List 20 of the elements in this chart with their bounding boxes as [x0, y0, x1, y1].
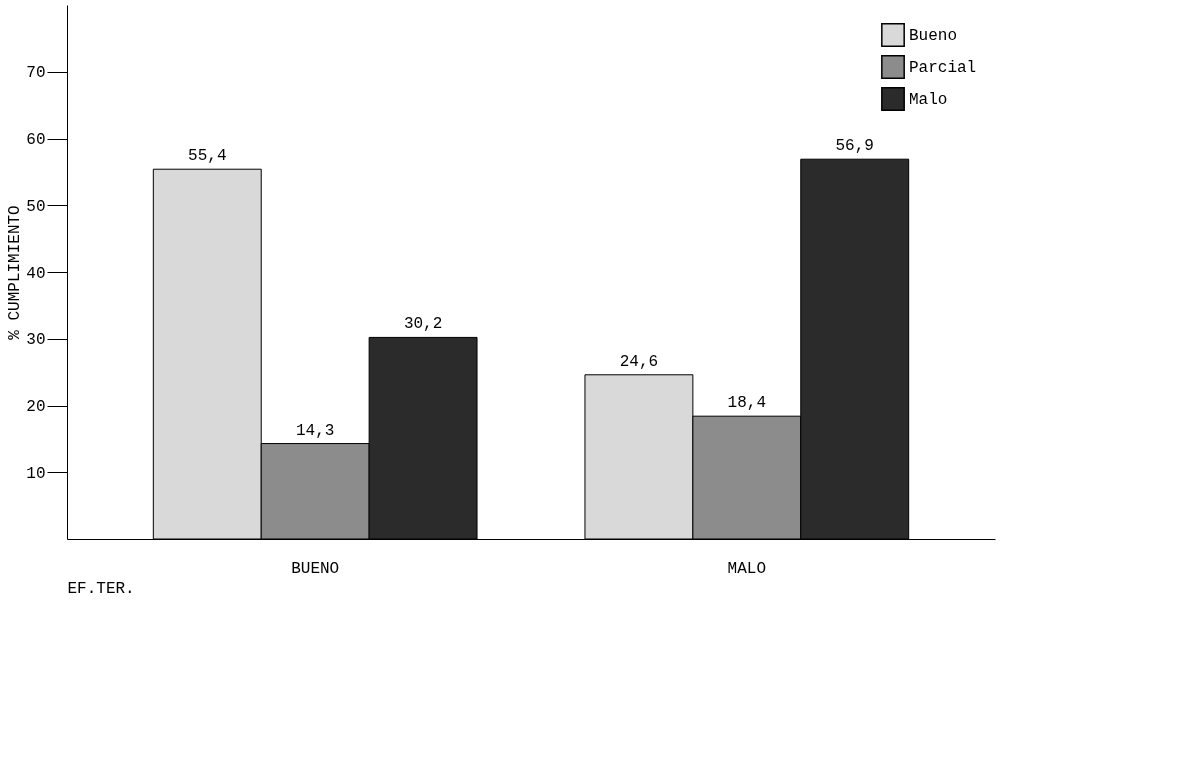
- y-tick-label: 50: [26, 197, 46, 216]
- y-tick-label: 70: [26, 64, 46, 83]
- data-label: 56,9: [835, 137, 874, 156]
- x-axis-title: EF.TER.: [67, 579, 135, 598]
- y-tick-label: 40: [26, 264, 46, 283]
- x-tick-label: BUENO: [291, 559, 340, 578]
- y-tick-label: 10: [26, 464, 46, 483]
- y-tick-label: 30: [26, 331, 46, 350]
- y-axis-title: % CUMPLIMIENTO: [6, 205, 25, 340]
- data-label: 55,4: [188, 147, 227, 166]
- legend-label: Parcial: [909, 59, 977, 77]
- data-label: 14,3: [295, 421, 335, 440]
- y-tick-label: 60: [26, 131, 46, 149]
- y-tick-label: 20: [26, 398, 46, 416]
- x-tick-label: MALO: [727, 559, 767, 578]
- data-label: 30,2: [403, 315, 443, 334]
- data-label: 24,6: [619, 352, 659, 371]
- data-label: 18,4: [727, 394, 767, 413]
- legend-label: Bueno: [909, 27, 958, 45]
- legend-label: Malo: [909, 91, 948, 109]
